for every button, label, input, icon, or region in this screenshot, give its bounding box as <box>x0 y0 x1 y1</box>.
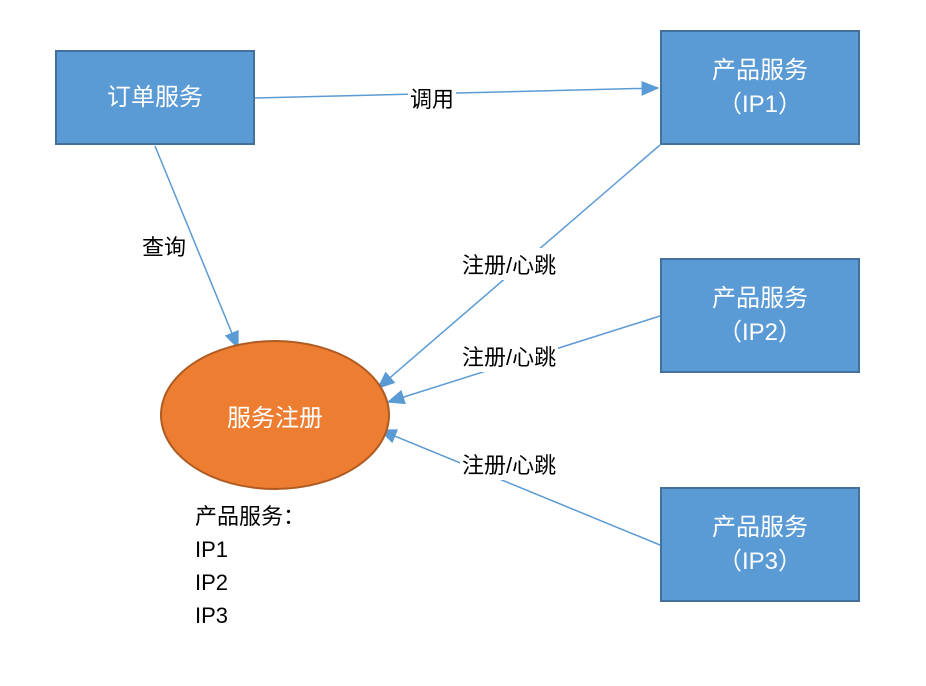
node-service-registry: 服务注册 <box>160 340 390 490</box>
edge-label-product-service-2-to-service-registry: 注册/心跳 <box>460 340 558 372</box>
node-label: 服务注册 <box>227 398 323 433</box>
node-label: 产品服务 （IP3） <box>712 511 808 578</box>
node-label: 订单服务 <box>107 81 203 115</box>
node-order-service: 订单服务 <box>55 50 255 145</box>
node-product-service-2: 产品服务 （IP2） <box>660 258 860 373</box>
node-label: 产品服务 （IP1） <box>712 54 808 121</box>
edge-label-order-service-to-service-registry: 查询 <box>140 230 188 262</box>
edge-label-order-service-to-product-service-1: 调用 <box>408 82 456 114</box>
node-product-service-3: 产品服务 （IP3） <box>660 487 860 602</box>
node-product-service-1: 产品服务 （IP1） <box>660 30 860 145</box>
edge-label-product-service-1-to-service-registry: 注册/心跳 <box>460 248 558 280</box>
edge-order-service-to-product-service-1 <box>255 88 658 98</box>
diagram-canvas: 订单服务 产品服务 （IP1） 产品服务 （IP2） 产品服务 （IP3） 服务注册 调… <box>0 0 926 686</box>
node-label: 产品服务 （IP2） <box>712 282 808 349</box>
annotation-registry-ips: 产品服务： IP1 IP2 IP3 <box>195 500 305 632</box>
edge-label-product-service-3-to-service-registry: 注册/心跳 <box>460 448 558 480</box>
